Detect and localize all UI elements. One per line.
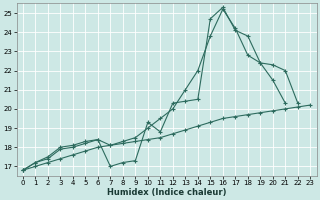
X-axis label: Humidex (Indice chaleur): Humidex (Indice chaleur) [107, 188, 226, 197]
